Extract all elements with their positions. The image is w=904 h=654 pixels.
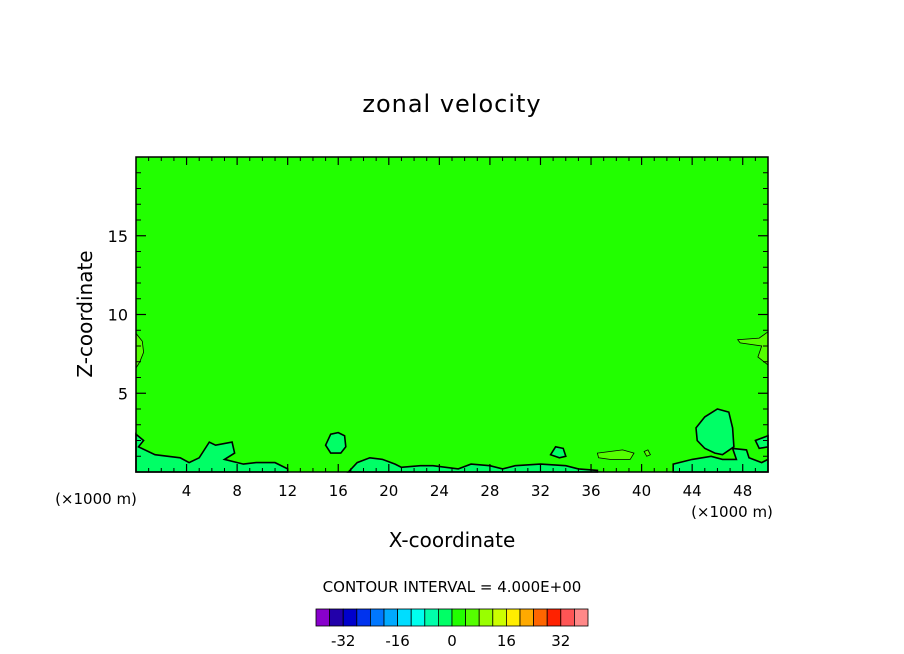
colorbar-swatch [546,608,562,627]
colorbar-swatch [329,608,344,627]
x-scale-note-right: (×1000 m) [691,503,773,521]
x-tick-label: 20 [379,482,398,500]
colorbar-swatch [574,608,589,627]
contour-region-pocket-40 [643,449,651,457]
x-tick-label: 40 [632,482,651,500]
contour-region-mid-bottom-pocket [324,431,347,454]
x-tick-label: 16 [329,482,348,500]
y-tick-label: 5 [118,384,128,403]
x-tick-label: 32 [531,482,550,500]
contour-region-pocket-37-39 [596,449,635,460]
x-tick-label: 4 [182,482,192,500]
x-tick-label: 44 [683,482,702,500]
x-axis-label: X-coordinate [389,528,516,552]
colorbar-swatch [519,608,535,627]
x-scale-note-left: (×1000 m) [55,490,137,508]
colorbar [315,608,589,627]
x-tick-label: 24 [430,482,449,500]
plot-area [135,156,769,473]
colorbar-swatch [492,608,507,627]
colorbar-swatch [342,608,358,627]
y-axis-label: Z-coordinate [73,250,97,377]
colorbar-swatch [369,608,385,627]
contour-region-right-bottom-pocket [695,408,735,456]
colorbar-tick-label: 32 [551,632,570,650]
contour-region-pocket-33 [549,445,567,459]
colorbar-swatch [410,608,426,627]
x-tick-label: 36 [581,482,600,500]
colorbar-swatch [451,608,467,627]
colorbar-tick-label: 16 [497,632,516,650]
y-tick-label: 10 [108,306,128,325]
x-tick-label: 48 [733,482,752,500]
colorbar-swatch [560,608,575,627]
contour-region-right-bottom-band [672,434,769,473]
colorbar-swatch [383,608,399,627]
contour-region-right-edge-patch [736,331,769,366]
colorbar-swatch [478,608,494,627]
colorbar-swatch [533,608,548,627]
chart-title: zonal velocity [362,90,541,118]
colorbar-swatch [465,608,480,627]
colorbar-tick-label: 0 [447,632,457,650]
colorbar-tick-label: -16 [385,632,410,650]
colorbar-tick-label: -32 [331,632,356,650]
x-tick-label: 8 [232,482,242,500]
colorbar-swatch [315,608,331,627]
contour-interval-label: CONTOUR INTERVAL = 4.000E+00 [323,578,582,596]
field-background [136,157,768,472]
colorbar-swatch [397,608,412,627]
colorbar-swatch [424,608,439,627]
colorbar-swatch [505,608,521,627]
colorbar-swatch [437,608,453,627]
x-tick-label: 12 [278,482,297,500]
y-tick-label: 15 [108,227,128,246]
x-tick-label: 28 [480,482,499,500]
colorbar-swatch [356,608,371,627]
